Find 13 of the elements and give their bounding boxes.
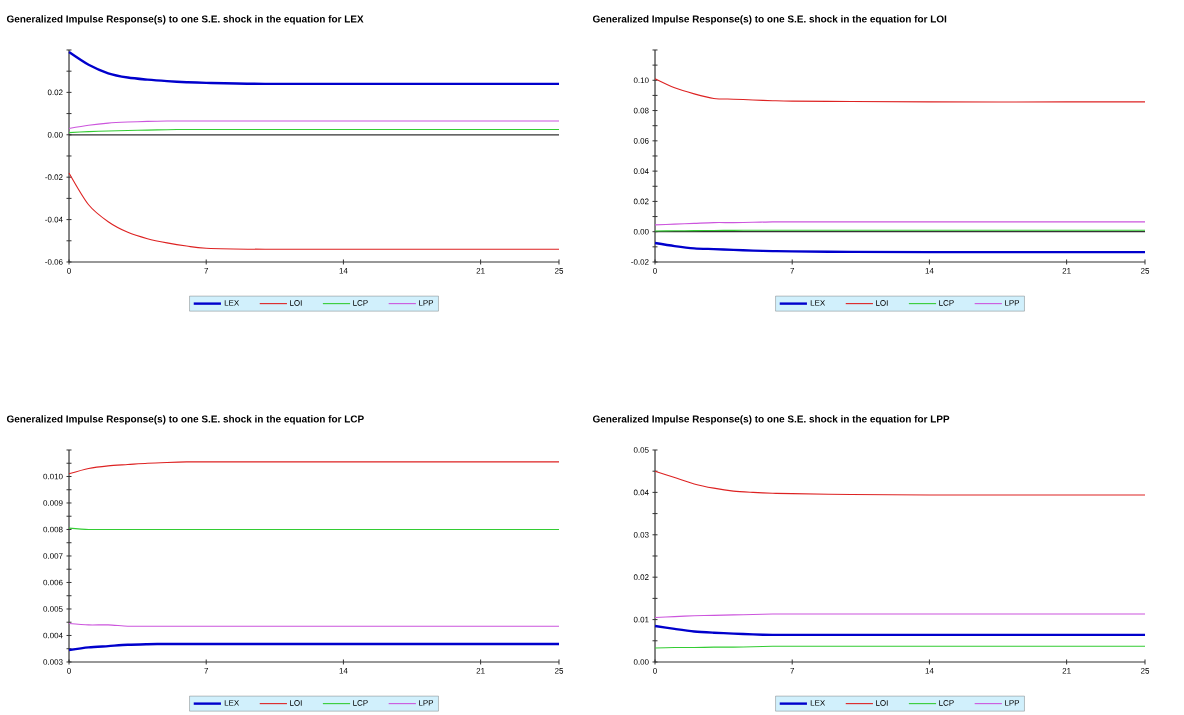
line-series	[654, 470, 1146, 496]
line-series	[67, 642, 561, 652]
chart-title: Generalized Impulse Response(s) to one S.E. shock in the equation for LCP	[6, 415, 364, 425]
line-series	[68, 120, 560, 129]
line-series	[68, 461, 560, 475]
line-series	[68, 172, 560, 250]
line-series	[67, 50, 561, 86]
chart-title: Generalized Impulse Response(s) to one S.E. shock in the equation for LEX	[6, 15, 364, 25]
line-series	[653, 241, 1147, 254]
chart-title: Generalized Impulse Response(s) to one S.E. shock in the equation for LOI	[592, 15, 947, 25]
chart-title: Generalized Impulse Response(s) to one S.E. shock in the equation for LPP	[592, 415, 950, 425]
line-series	[654, 78, 1146, 103]
line-series	[653, 624, 1147, 637]
